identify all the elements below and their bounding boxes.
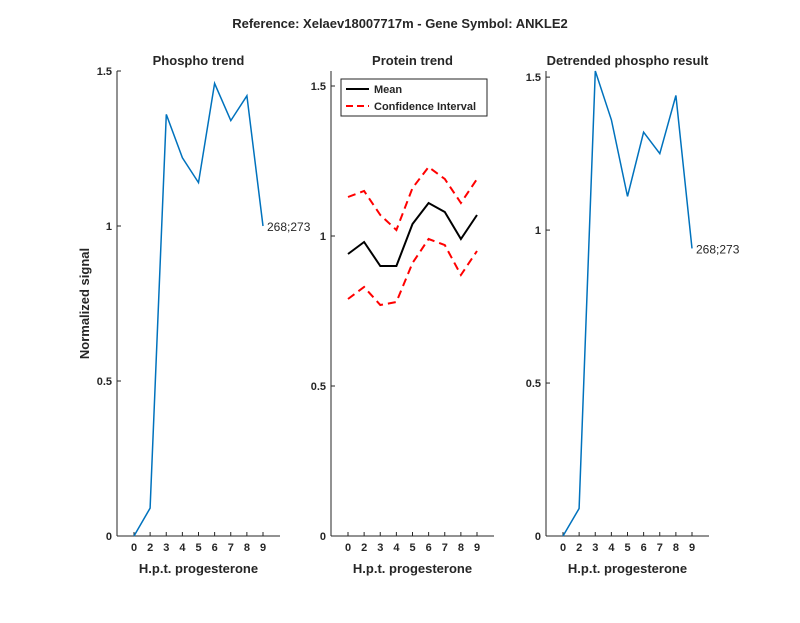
- y-tick-label: 0.5: [526, 378, 541, 390]
- x-tick-label: 2: [576, 542, 582, 554]
- x-axis-label: H.p.t. progesterone: [568, 561, 687, 576]
- y-tick-label: 0: [106, 531, 112, 543]
- x-tick-label: 5: [409, 542, 415, 554]
- series-line-detrended-phospho: [562, 70, 693, 537]
- x-tick-label: 3: [592, 542, 598, 554]
- legend-entry: Mean: [374, 84, 402, 96]
- series-line-phospho: [133, 80, 264, 537]
- y-tick-label: 0.5: [97, 376, 112, 388]
- panel-title: Phospho trend: [153, 53, 245, 68]
- legend-box: [340, 78, 488, 117]
- x-tick-label: 6: [426, 542, 432, 554]
- x-tick-label: 3: [377, 542, 383, 554]
- x-tick-label: 9: [474, 542, 480, 554]
- series-line-confidence-interval-upper: [347, 165, 478, 232]
- figure-title: Reference: Xelaev18007717m - Gene Symbol…: [232, 16, 568, 31]
- end-point-label: 268;273: [696, 242, 740, 256]
- y-tick-label: 1: [106, 221, 112, 233]
- y-axis-label: Normalized signal: [77, 248, 92, 359]
- x-tick-label: 0: [345, 542, 351, 554]
- panel-title: Protein trend: [372, 53, 453, 68]
- x-tick-label: 4: [179, 542, 186, 554]
- y-tick-label: 1: [320, 231, 326, 243]
- x-tick-label: 5: [195, 542, 201, 554]
- x-tick-label: 6: [641, 542, 647, 554]
- x-tick-label: 5: [624, 542, 630, 554]
- y-tick-label: 1: [535, 225, 541, 237]
- x-tick-label: 6: [212, 542, 218, 554]
- y-tick-label: 0: [535, 531, 541, 543]
- x-tick-label: 2: [361, 542, 367, 554]
- panel-title: Detrended phospho result: [547, 53, 709, 68]
- x-tick-label: 7: [442, 542, 448, 554]
- x-axis-label: H.p.t. progesterone: [139, 561, 258, 576]
- legend: Mean Confidence Interval: [340, 78, 488, 117]
- x-tick-label: 4: [608, 542, 615, 554]
- y-tick-label: 0: [320, 531, 326, 543]
- x-tick-label: 7: [657, 542, 663, 554]
- end-point-label: 268;273: [267, 220, 311, 234]
- series-line-confidence-interval-lower: [347, 237, 478, 307]
- x-tick-label: 9: [689, 542, 695, 554]
- y-tick-label: 0.5: [311, 381, 326, 393]
- x-tick-label: 4: [393, 542, 400, 554]
- legend-entry: Confidence Interval: [374, 101, 476, 113]
- y-tick-label: 1.5: [526, 72, 541, 84]
- x-tick-label: 8: [673, 542, 679, 554]
- x-tick-label: 0: [131, 542, 137, 554]
- x-tick-label: 7: [228, 542, 234, 554]
- x-axis-label: H.p.t. progesterone: [353, 561, 472, 576]
- x-tick-label: 0: [560, 542, 566, 554]
- x-tick-label: 8: [458, 542, 464, 554]
- x-tick-label: 9: [260, 542, 266, 554]
- x-tick-label: 8: [244, 542, 250, 554]
- series-line-mean: [347, 201, 478, 267]
- x-tick-label: 3: [163, 542, 169, 554]
- y-tick-label: 1.5: [311, 81, 326, 93]
- y-tick-label: 1.5: [97, 66, 112, 78]
- x-tick-label: 2: [147, 542, 153, 554]
